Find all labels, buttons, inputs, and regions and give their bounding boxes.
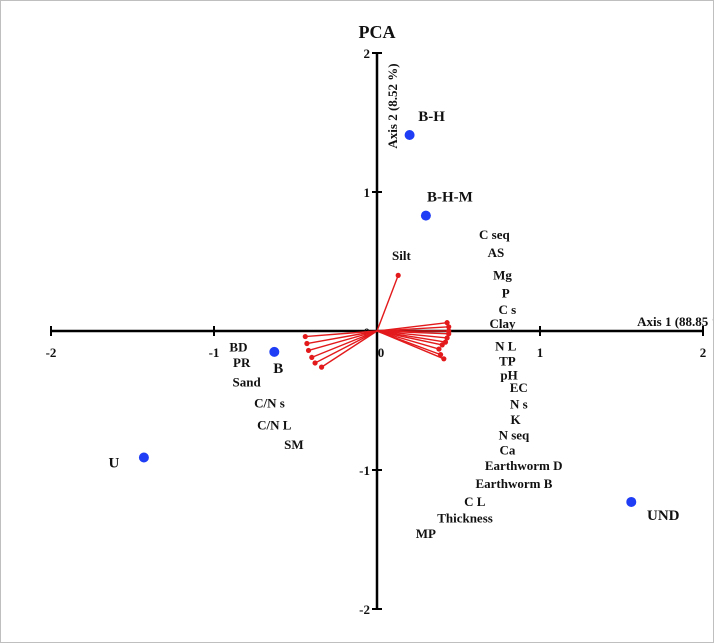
site-label: U <box>108 455 119 471</box>
y-tick-label: -1 <box>359 463 370 478</box>
y-tick-label: -2 <box>359 602 370 617</box>
x-axis-label: Axis 1 (88.85 %) <box>637 314 713 329</box>
loading-vector <box>306 330 378 345</box>
loading-vector <box>376 330 445 360</box>
variable-label: PR <box>233 355 251 370</box>
variable-label: Silt <box>392 248 411 263</box>
variable-label: Sand <box>232 374 261 389</box>
variable-label: C/N L <box>257 418 292 433</box>
variable-label: C seq <box>479 227 510 242</box>
vector-tip <box>439 342 445 348</box>
variable-label: Clay <box>490 316 517 331</box>
site-point <box>420 210 431 221</box>
x-tick-label: 0 <box>378 345 385 360</box>
site-label: B <box>273 361 283 377</box>
vector-tip <box>441 356 447 362</box>
variable-label: Earthworm B <box>475 476 552 491</box>
vector-tip <box>302 333 308 340</box>
loading-vector <box>308 330 378 352</box>
variable-label: K <box>510 412 521 427</box>
variable-label: N seq <box>499 427 530 442</box>
vector-tip <box>309 354 315 361</box>
loading-vector <box>314 330 378 364</box>
variable-label: N L <box>495 338 517 353</box>
vector-tip <box>437 352 444 358</box>
variable-label: BD <box>229 340 247 355</box>
loading-vector <box>376 275 399 332</box>
variable-label: SM <box>284 437 304 452</box>
x-tick-label: -2 <box>46 345 57 360</box>
variable-label: EC <box>510 380 528 395</box>
y-axis-label: Axis 2 (8.52 %) <box>385 63 400 148</box>
variable-label: C/N s <box>254 395 285 410</box>
variable-label: Thickness <box>437 511 493 526</box>
loading-vector <box>305 330 378 338</box>
loading-vector <box>376 330 443 346</box>
loading-vector <box>376 330 449 335</box>
variable-label: Earthworm D <box>485 458 563 473</box>
site-point <box>269 346 280 357</box>
vector-tip <box>318 364 325 370</box>
variable-label: Mg <box>493 267 512 282</box>
vector-tip <box>444 335 450 341</box>
vector-tip <box>446 324 452 330</box>
variable-label: TP <box>499 354 516 369</box>
vector-tip <box>312 360 318 366</box>
site-label: B-H-M <box>427 190 473 206</box>
variable-label: Ca <box>499 443 515 458</box>
loading-vector <box>311 330 378 359</box>
chart-title: PCA <box>359 22 396 42</box>
site-point <box>404 130 415 141</box>
variable-label: AS <box>488 245 505 260</box>
vector-tip <box>446 331 452 337</box>
vector-tip <box>305 347 312 354</box>
site-point <box>138 452 149 463</box>
loading-vector <box>376 321 448 332</box>
x-tick-label: -1 <box>209 345 220 360</box>
variable-label: C s <box>499 302 517 317</box>
loading-vector <box>376 330 440 350</box>
x-tick-label: 2 <box>700 345 707 360</box>
vector-tip <box>444 320 450 326</box>
variable-label: C L <box>464 494 486 509</box>
vector-tip <box>436 346 442 352</box>
y-tick-label: 2 <box>364 46 371 61</box>
variable-label: P <box>502 285 510 300</box>
site-label: B-H <box>418 109 445 125</box>
loading-vector <box>376 330 448 339</box>
site-label: UND <box>647 508 680 524</box>
vector-tip <box>395 272 401 278</box>
variable-label: MP <box>416 526 436 541</box>
loading-vector <box>321 330 378 368</box>
y-tick-label: 1 <box>364 185 371 200</box>
variable-label: N s <box>510 397 528 412</box>
vector-tip <box>304 340 310 347</box>
variable-label: pH <box>500 367 517 382</box>
x-tick-label: 1 <box>537 345 544 360</box>
site-point <box>626 496 637 507</box>
